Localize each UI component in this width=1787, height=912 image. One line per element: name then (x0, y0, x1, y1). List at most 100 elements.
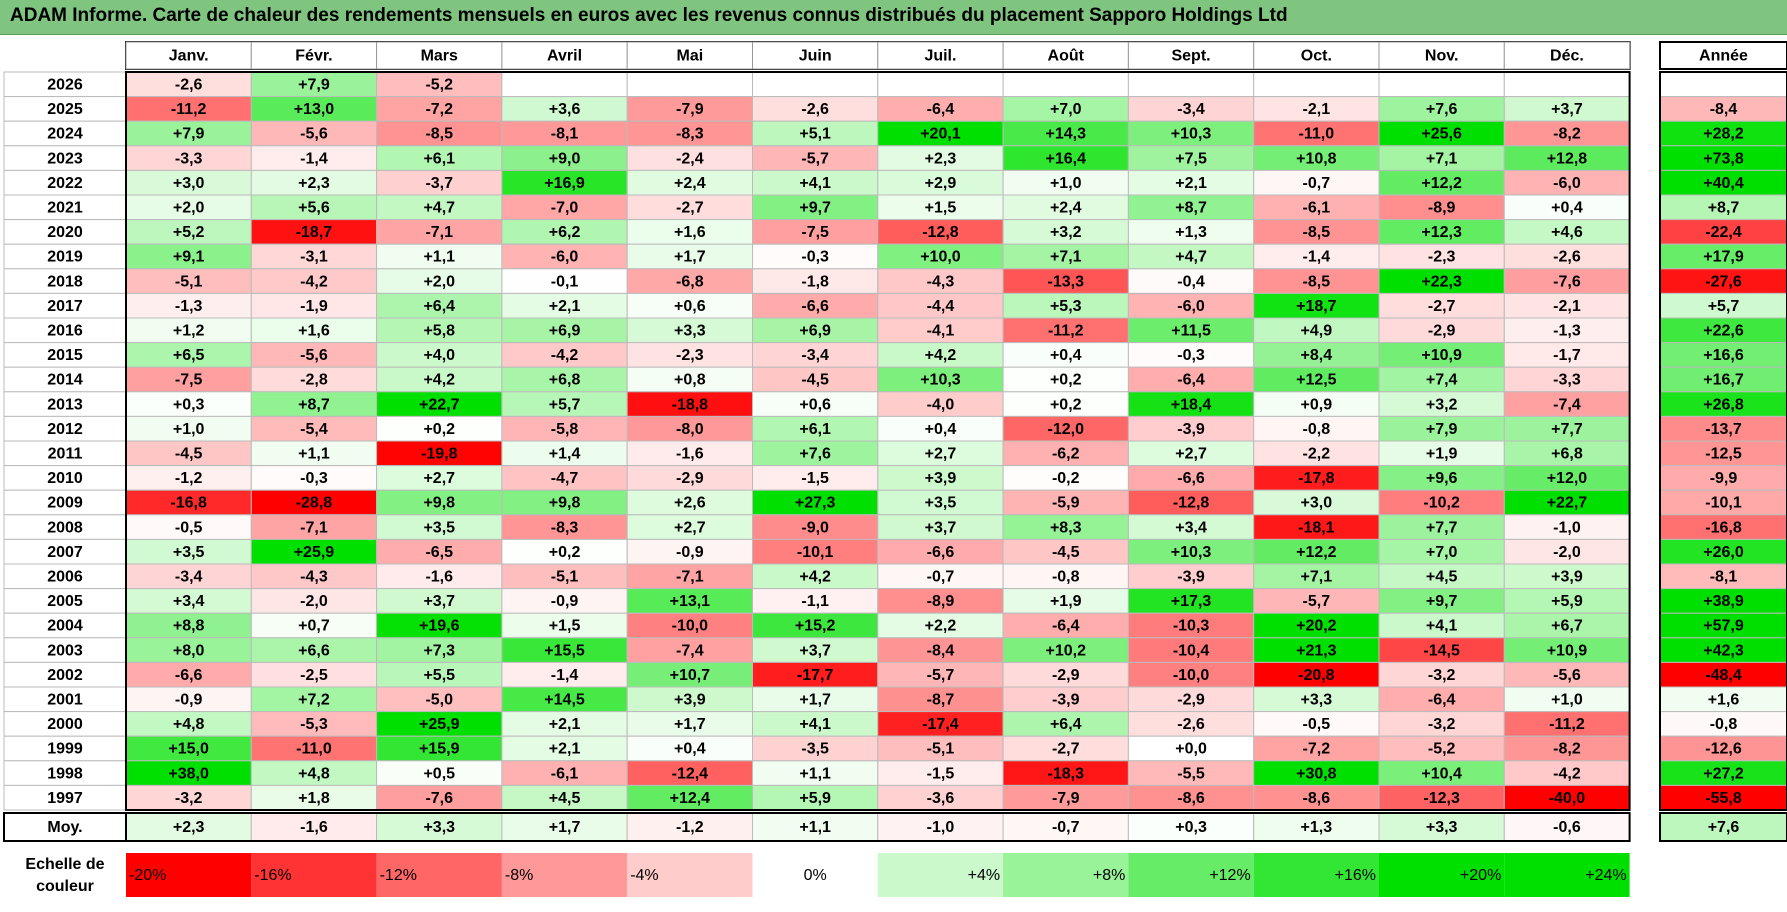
annual-cell (1659, 784, 1787, 811)
heatmap-cell (376, 760, 503, 786)
heatmap-cell-value: +12,2 (1296, 544, 1337, 561)
heatmap-cell-value: +5,7 (549, 396, 581, 413)
scale-step-label: -8% (505, 867, 533, 884)
heatmap-cell (1503, 563, 1631, 590)
heatmap-cell-value: -4,3 (300, 569, 328, 586)
heatmap-cell-value: +3,7 (925, 519, 957, 536)
heatmap-cell-value: -3,2 (175, 790, 203, 807)
row-year-cell (3, 760, 127, 786)
heatmap-cell-value: -12,8 (922, 224, 959, 241)
heatmap-cell (752, 391, 879, 417)
heatmap-cell-value: +2,6 (674, 495, 706, 512)
heatmap-cell-value: -5,7 (801, 150, 829, 167)
heatmap-cell-value: -5,2 (425, 77, 453, 94)
annual-cell-value: +73,8 (1703, 150, 1744, 167)
heatmap-cell-value: +9,6 (1426, 470, 1458, 487)
heatmap-cell-value: -2,9 (1052, 667, 1080, 684)
heatmap-cell-value: +7,4 (1426, 372, 1458, 389)
heatmap-cell-value: -3,1 (300, 249, 328, 266)
scale-swatch (1003, 853, 1129, 897)
heatmap-cell (1127, 268, 1255, 294)
month-header-cell (1503, 41, 1631, 70)
heatmap-cell (1253, 145, 1380, 171)
scale-step-label: -16% (254, 867, 291, 884)
heatmap-cell (877, 440, 1004, 467)
heatmap-cell (1127, 120, 1255, 147)
heatmap-cell (501, 342, 628, 368)
heatmap-cell (1002, 120, 1129, 147)
annual-cell-value: +17,9 (1703, 249, 1744, 266)
heatmap-cell (501, 612, 628, 639)
month-header-label: Juin (799, 48, 832, 65)
month-header-label: Nov. (1425, 48, 1458, 65)
heatmap-cell-value: +3,5 (925, 495, 957, 512)
heatmap-cell-value: -2,0 (300, 593, 328, 610)
heatmap-cell-value: -0,8 (1303, 421, 1331, 438)
heatmap-cell (1253, 538, 1380, 565)
heatmap-cell (1503, 219, 1631, 245)
row-year-label: 2001 (47, 692, 83, 709)
heatmap-cell (1378, 465, 1505, 491)
heatmap-cell-value: +5,3 (1050, 298, 1082, 315)
heatmap-cell-value: -7,6 (1553, 273, 1581, 290)
row-year-label: 2005 (47, 593, 83, 610)
heatmap-cell-value: +1,2 (173, 323, 205, 340)
heatmap-cell-value: +0,3 (173, 396, 205, 413)
heatmap-cell-value: -7,2 (425, 101, 453, 118)
heatmap-cell (626, 342, 754, 368)
heatmap-cell-value: +0,6 (674, 298, 706, 315)
average-cell-value: -1,2 (676, 819, 704, 836)
heatmap-cell (1253, 637, 1380, 663)
heatmap-cell (752, 268, 879, 294)
average-cell-value: +3,3 (423, 819, 455, 836)
heatmap-cell-value: -8,3 (551, 519, 579, 536)
heatmap-cell (376, 194, 503, 221)
row-year-cell (3, 489, 127, 516)
annual-cell (1659, 342, 1787, 368)
heatmap-cell (1127, 489, 1255, 516)
average-annual-cell (1659, 812, 1787, 842)
heatmap-cell (125, 760, 252, 786)
heatmap-cell-value: -3,7 (425, 175, 453, 192)
average-cell-value: -0,7 (1052, 819, 1080, 836)
annual-cell (1659, 169, 1787, 196)
heatmap-cell-value: -3,6 (927, 790, 955, 807)
heatmap-cell-value: +6,2 (549, 224, 581, 241)
heatmap-cell (1503, 711, 1631, 737)
heatmap-cell-value: +6,8 (1551, 446, 1583, 463)
heatmap-cell-value: +1,7 (674, 249, 706, 266)
heatmap-cell (1127, 735, 1255, 762)
heatmap-cell-value: +7,6 (1426, 101, 1458, 118)
heatmap-cell (250, 391, 378, 417)
heatmap-cell-value: -6,4 (1428, 692, 1456, 709)
heatmap-cell-value: +10,9 (1547, 642, 1588, 659)
heatmap-cell (250, 194, 378, 221)
heatmap-cell (626, 366, 754, 393)
heatmap-cell-value: +12,8 (1547, 150, 1588, 167)
heatmap-cell (125, 145, 252, 171)
heatmap-cell-value: -8,0 (676, 421, 704, 438)
heatmap-cell (1378, 71, 1505, 98)
average-block-frame (125, 812, 1631, 842)
average-cell-value: -1,6 (300, 819, 328, 836)
heatmap-cell-value: -0,3 (801, 249, 829, 266)
heatmap-cell (1503, 317, 1631, 344)
scale-step-label: 0% (804, 867, 827, 884)
average-cell-value: -0,6 (1553, 819, 1581, 836)
month-header-cell (501, 41, 628, 70)
average-annual-value: +7,6 (1708, 819, 1740, 836)
heatmap-cell (250, 342, 378, 368)
heatmap-cell (250, 440, 378, 467)
heatmap-cell-value: +0,0 (1175, 741, 1207, 758)
heatmap-cell (1127, 219, 1255, 245)
heatmap-cell (501, 145, 628, 171)
heatmap-cell-value: +10,3 (920, 372, 961, 389)
heatmap-cell-value: +8,7 (1175, 200, 1207, 217)
heatmap-cell (752, 465, 879, 491)
average-cell (877, 812, 1004, 842)
row-year-label: 2019 (47, 249, 83, 266)
heatmap-cell-value: -40,0 (1549, 790, 1586, 807)
heatmap-cell-value: -11,0 (296, 741, 332, 758)
heatmap-cell-value: -2,9 (676, 470, 704, 487)
heatmap-cell-value: -5,7 (927, 667, 955, 684)
